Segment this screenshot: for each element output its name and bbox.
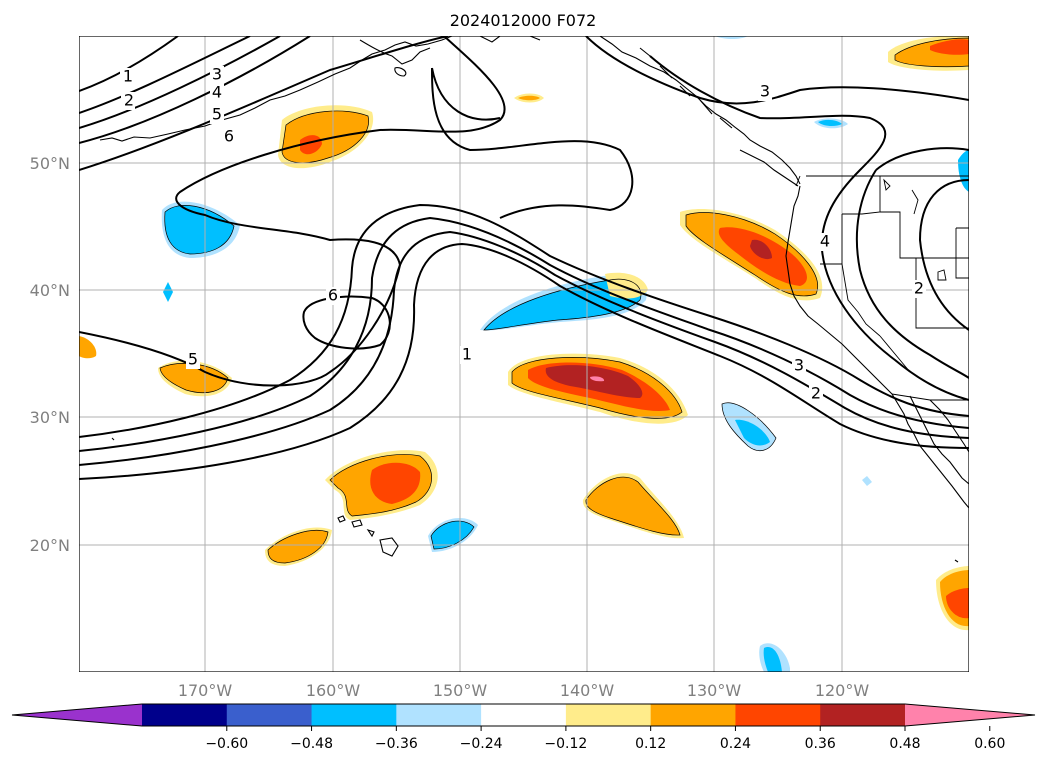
lon-label-140w: 140°W bbox=[560, 681, 615, 700]
colorbar-extend-high bbox=[905, 704, 1035, 726]
contour-label: 6 bbox=[224, 127, 234, 146]
positive-anomaly-west-edge bbox=[79, 336, 97, 359]
colorbar-extend-low bbox=[12, 704, 142, 726]
lat-label-30n: 30°N bbox=[30, 408, 70, 427]
colorbar-tick-label: −0.60 bbox=[205, 736, 248, 752]
negative-anomaly-hawaii bbox=[428, 518, 478, 552]
contour-label: 3 bbox=[760, 82, 770, 101]
contour-label: 3 bbox=[794, 356, 804, 375]
colorbar: −0.60 −0.48 −0.36 −0.24 −0.12 0.12 0.24 0.36 0.4… bbox=[11, 703, 1036, 752]
colorbar-tick-label: −0.12 bbox=[544, 736, 587, 752]
colorbar-segment bbox=[396, 704, 482, 726]
colorbar-segment bbox=[226, 704, 313, 726]
positive-anomaly-central-pacific bbox=[508, 353, 688, 424]
positive-anomaly-northeast bbox=[888, 36, 969, 71]
colorbar-tick-label: −0.24 bbox=[460, 736, 503, 752]
positive-anomaly-east-hawaii bbox=[582, 473, 684, 539]
lon-label-120w: 120°W bbox=[815, 681, 870, 700]
lon-label-170w: 170°W bbox=[178, 681, 233, 700]
contour-label: 1 bbox=[462, 345, 472, 364]
colorbar-tick-label: −0.48 bbox=[290, 736, 333, 752]
positive-anomaly-dateline bbox=[158, 360, 232, 397]
lat-label-20n: 20°N bbox=[30, 536, 70, 555]
colorbar-segment bbox=[820, 704, 906, 726]
colorbar-segment bbox=[735, 704, 821, 726]
map-title: 2024012000 F072 bbox=[450, 11, 597, 30]
negative-anomaly-south bbox=[759, 643, 790, 672]
contour-label: 5 bbox=[212, 105, 222, 124]
lat-label-50n: 50°N bbox=[30, 154, 70, 173]
contour-label: 5 bbox=[188, 350, 198, 369]
colorbar-tick-label: −0.36 bbox=[375, 736, 418, 752]
colorbar-segment bbox=[142, 704, 228, 726]
contour-labels: 1 2 3 4 5 6 6 5 1 3 2 3 4 2 bbox=[120, 65, 926, 403]
contour-label: 2 bbox=[811, 384, 821, 403]
positive-anomaly-west-coast bbox=[680, 209, 823, 301]
contour-label: 1 bbox=[123, 67, 133, 86]
lon-label-130w: 130°W bbox=[687, 681, 742, 700]
colorbar-segment bbox=[650, 704, 736, 726]
positive-anomaly-west-hawaii bbox=[265, 527, 332, 566]
colorbar-tick-label: 0.36 bbox=[805, 736, 836, 752]
shaded-anomaly-regions bbox=[79, 36, 969, 672]
colorbar-tick-label: 0.48 bbox=[889, 736, 920, 752]
coastlines bbox=[99, 36, 969, 563]
positive-anomaly-gulf-alaska bbox=[278, 105, 374, 169]
colorbar-segment bbox=[481, 704, 567, 726]
latitude-labels: 50°N 40°N 30°N 20°N bbox=[30, 154, 70, 555]
colorbar-tick-label: 0.60 bbox=[974, 736, 1005, 752]
colorbar-tick-label: 0.24 bbox=[720, 736, 751, 752]
colorbar-outline bbox=[11, 703, 1036, 727]
contour-label: 3 bbox=[212, 65, 222, 84]
negative-anomaly-tiny bbox=[163, 282, 173, 302]
colorbar-segment bbox=[565, 704, 652, 726]
contour-label: 4 bbox=[820, 232, 830, 251]
contour-label: 2 bbox=[914, 279, 924, 298]
colorbar-tick-label: 0.12 bbox=[635, 736, 666, 752]
positive-anomaly-southeast bbox=[936, 566, 969, 631]
map-panel: 1 2 3 4 5 6 6 5 1 3 2 3 4 2 bbox=[79, 36, 969, 672]
lon-label-160w: 160°W bbox=[306, 681, 361, 700]
negative-anomaly-dateline bbox=[161, 201, 240, 258]
contour-label: 6 bbox=[328, 286, 338, 305]
contour-label: 4 bbox=[212, 83, 222, 102]
colorbar-segment bbox=[311, 704, 397, 726]
negative-anomaly-subtropical bbox=[721, 402, 777, 452]
lon-label-150w: 150°W bbox=[433, 681, 488, 700]
positive-anomaly-north-hawaii bbox=[325, 450, 438, 520]
lat-label-40n: 40°N bbox=[30, 281, 70, 300]
contour-label: 2 bbox=[124, 91, 134, 110]
longitude-labels: 170°W 160°W 150°W 140°W 130°W 120°W bbox=[178, 681, 870, 700]
